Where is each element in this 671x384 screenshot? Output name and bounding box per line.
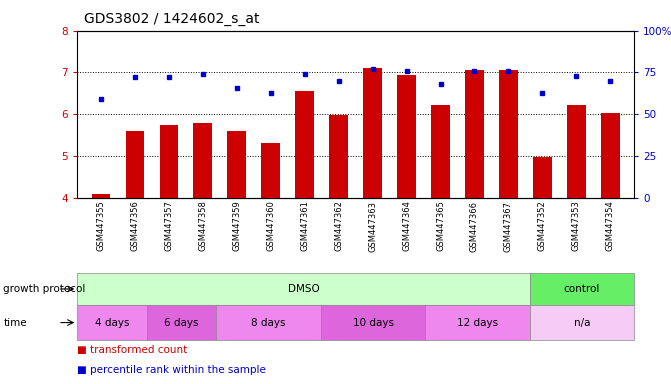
Bar: [321, 305, 425, 340]
Bar: [77, 273, 529, 305]
Text: time: time: [3, 318, 27, 328]
Text: 12 days: 12 days: [457, 318, 498, 328]
Bar: [262, 144, 280, 198]
Bar: [499, 70, 518, 198]
Bar: [329, 116, 348, 198]
Bar: [295, 91, 314, 198]
Text: n/a: n/a: [574, 318, 590, 328]
Bar: [77, 305, 147, 340]
Bar: [567, 105, 586, 198]
Bar: [147, 305, 216, 340]
Bar: [533, 157, 552, 198]
Text: GDS3802 / 1424602_s_at: GDS3802 / 1424602_s_at: [84, 12, 260, 26]
Text: ■ transformed count: ■ transformed count: [77, 345, 187, 355]
Bar: [431, 105, 450, 198]
Bar: [193, 122, 212, 198]
Text: DMSO: DMSO: [288, 284, 319, 294]
Text: 6 days: 6 days: [164, 318, 199, 328]
Text: ■ percentile rank within the sample: ■ percentile rank within the sample: [77, 365, 266, 375]
Text: growth protocol: growth protocol: [3, 284, 86, 294]
Bar: [601, 113, 619, 198]
Bar: [227, 131, 246, 198]
Bar: [363, 68, 382, 198]
Bar: [397, 74, 416, 198]
Bar: [465, 70, 484, 198]
Bar: [216, 305, 321, 340]
Text: 8 days: 8 days: [252, 318, 286, 328]
Bar: [92, 194, 110, 198]
Bar: [425, 305, 529, 340]
Bar: [125, 131, 144, 198]
Bar: [529, 305, 634, 340]
Bar: [160, 125, 178, 198]
Text: 4 days: 4 days: [95, 318, 130, 328]
Text: 10 days: 10 days: [352, 318, 393, 328]
Text: control: control: [564, 284, 600, 294]
Bar: [529, 273, 634, 305]
